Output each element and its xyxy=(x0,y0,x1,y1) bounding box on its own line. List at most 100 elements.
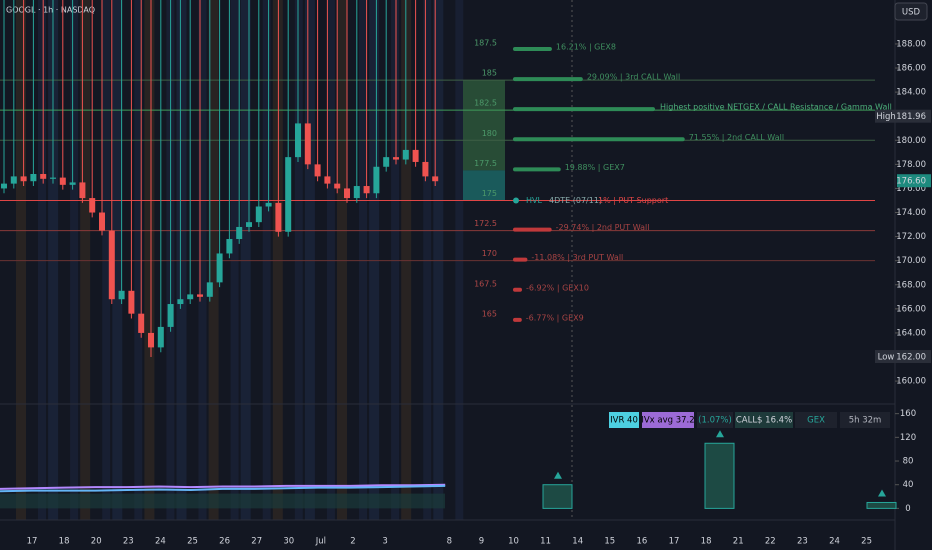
session-shade xyxy=(369,0,380,520)
x-tick-label: 24 xyxy=(155,537,166,547)
candle-body xyxy=(353,186,360,199)
low-badge xyxy=(897,350,931,364)
candle-body xyxy=(118,290,125,300)
session-shade xyxy=(70,0,79,520)
gex-bar xyxy=(513,107,655,112)
session-shade xyxy=(294,0,303,520)
gex-label: -29.74% | 2nd PUT Wall xyxy=(556,223,650,232)
candle-body xyxy=(167,304,174,327)
stat-ivx: IVx avg 37.2 xyxy=(641,416,694,426)
x-tick-label: 21 xyxy=(733,537,744,547)
currency-button[interactable] xyxy=(894,2,928,21)
level-label: 182.5 xyxy=(474,99,497,108)
candle-body xyxy=(265,202,272,207)
x-tick-label: 24 xyxy=(829,537,840,547)
candle-body xyxy=(197,294,203,297)
high-tag xyxy=(875,109,897,123)
x-tick-label: 11 xyxy=(540,537,551,547)
session-shade xyxy=(337,0,347,520)
gex-bar xyxy=(513,317,522,322)
currency: USD xyxy=(902,8,921,18)
x-tick-label: 15 xyxy=(604,537,615,547)
candle-body xyxy=(89,198,96,213)
hvl: HVL xyxy=(526,196,542,205)
y-tick-label: 160.00 xyxy=(896,377,926,387)
stat-box xyxy=(642,412,694,428)
candle-body xyxy=(295,123,301,158)
x-tick-label: 23 xyxy=(797,537,808,547)
candle-body xyxy=(138,313,145,333)
session-shade xyxy=(240,0,251,520)
x-tick-label: 3 xyxy=(382,537,387,547)
candle-body xyxy=(393,157,399,160)
x-tick-label: 16 xyxy=(636,537,647,547)
iv-line xyxy=(0,484,446,493)
stat-box xyxy=(735,412,793,428)
stat-box xyxy=(795,412,837,428)
candle-body xyxy=(108,230,115,300)
candle-body xyxy=(59,177,66,185)
candle-body xyxy=(69,182,76,185)
session-shade xyxy=(326,0,335,520)
level-label: 175 xyxy=(482,189,497,198)
level-label: 170 xyxy=(482,249,497,258)
candle-body xyxy=(432,176,439,182)
level-label: 165 xyxy=(482,309,497,318)
gex-label: 19.88% | GEX7 xyxy=(565,163,625,172)
y2-tick-label: 40 xyxy=(903,480,914,490)
gex-label: -6.92% | GEX10 xyxy=(526,283,589,292)
candle-body xyxy=(40,173,47,179)
candle-body xyxy=(334,183,341,189)
y-tick-label: 176.00 xyxy=(896,184,926,194)
y-tick-label: 188.00 xyxy=(896,39,926,49)
y-tick-label: 184.00 xyxy=(896,88,926,98)
session-shade xyxy=(262,0,271,520)
iv-bar xyxy=(866,501,897,509)
x-tick-label: 25 xyxy=(861,537,872,547)
gex-label: 16.21% | GEX8 xyxy=(556,42,616,51)
level-label: 187.5 xyxy=(474,38,497,47)
candle-body xyxy=(373,166,380,194)
gex-label: -6.77% | GEX9 xyxy=(526,313,584,322)
x-tick-label: 10 xyxy=(508,537,519,547)
x-tick-label: 18 xyxy=(701,537,712,547)
x-tick-label: 20 xyxy=(91,537,102,547)
x-tick-label: 17 xyxy=(669,537,680,547)
candle-body xyxy=(20,176,27,182)
gex-zone xyxy=(463,170,505,201)
candle-body xyxy=(177,299,184,305)
candle-body xyxy=(99,212,105,231)
candle-body xyxy=(226,239,233,254)
x-tick-label: 27 xyxy=(251,537,262,547)
gex-label: 71.55% | 2nd CALL Wall xyxy=(689,133,784,142)
gex-label: 29.09% | 3rd CALL Wall xyxy=(587,73,680,82)
x-tick-label: 22 xyxy=(765,537,776,547)
y2-tick-label: 0 xyxy=(905,504,910,514)
high-label: High xyxy=(876,112,896,122)
x-tick-label: 17 xyxy=(27,537,38,547)
x-tick-label: 8 xyxy=(447,537,452,547)
iv-bar xyxy=(704,442,735,509)
session-shade xyxy=(433,0,444,520)
session-shade xyxy=(455,0,464,520)
iv-bar xyxy=(542,484,573,509)
low-tag xyxy=(875,350,897,364)
level-label: 185 xyxy=(482,69,497,78)
high-badge xyxy=(897,109,931,123)
low-label: Low xyxy=(878,353,895,363)
session-shade xyxy=(304,0,315,520)
stat-time: 5h 32m xyxy=(849,416,882,426)
iv-marker xyxy=(878,489,886,497)
high-value: 181.96 xyxy=(896,112,926,122)
session-shade xyxy=(144,0,155,520)
session-shade xyxy=(359,0,367,520)
candle-body xyxy=(344,188,350,199)
gex-bar xyxy=(513,257,528,262)
candle-body xyxy=(285,157,292,232)
candle-body xyxy=(30,173,37,182)
gex-bar xyxy=(513,287,522,292)
x-tick-label: 2 xyxy=(350,537,355,547)
x-tick-label: 26 xyxy=(219,537,230,547)
gex-bar xyxy=(513,227,552,232)
candle-body xyxy=(157,326,164,348)
